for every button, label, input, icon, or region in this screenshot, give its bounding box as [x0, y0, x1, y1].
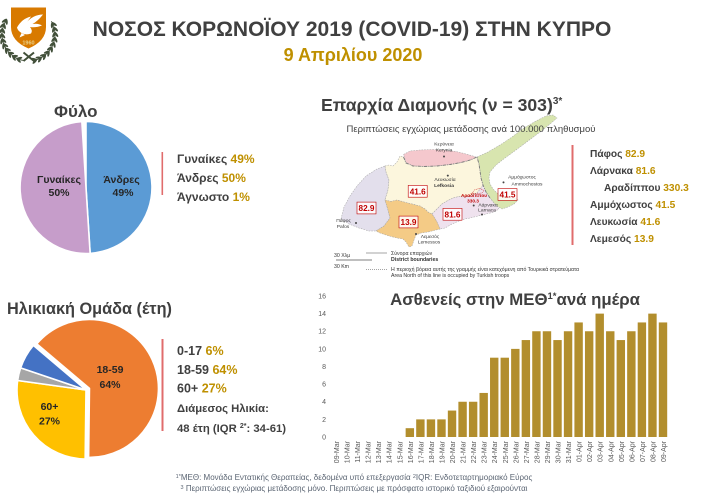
svg-text:Pafos: Pafos [337, 224, 350, 230]
svg-text:08-Apr: 08-Apr [651, 440, 658, 462]
svg-text:30 Χλμ: 30 Χλμ [334, 253, 350, 259]
svg-text:28-Mar: 28-Mar [534, 440, 541, 463]
svg-text:50%: 50% [48, 187, 70, 199]
svg-text:13.9: 13.9 [401, 218, 417, 227]
svg-text:4: 4 [322, 399, 326, 406]
svg-text:Η περιοχή βόρεια αυτής της γρα: Η περιοχή βόρεια αυτής της γραμμής είναι… [391, 266, 579, 273]
svg-text:Λάρνακα: Λάρνακα [478, 202, 498, 209]
svg-text:23-Mar: 23-Mar [482, 440, 489, 463]
svg-text:Πάφος 82.9: Πάφος 82.9 [590, 149, 645, 160]
svg-text:29-Mar: 29-Mar [545, 440, 552, 463]
svg-text:05-Apr: 05-Apr [619, 440, 626, 462]
svg-text:1960: 1960 [22, 41, 34, 47]
svg-text:30 Km: 30 Km [334, 264, 349, 270]
svg-text:11-Mar: 11-Mar [355, 440, 362, 462]
svg-text:0: 0 [322, 434, 326, 441]
svg-text:Lefkosia: Lefkosia [434, 183, 454, 189]
svg-text:Γυναίκες 49%: Γυναίκες 49% [177, 152, 255, 166]
svg-text:9 Απριλίου 2020: 9 Απριλίου 2020 [284, 45, 423, 65]
svg-text:0-17 6%: 0-17 6% [177, 344, 224, 358]
svg-text:09-Mar: 09-Mar [334, 440, 341, 463]
svg-text:06-Apr: 06-Apr [629, 440, 636, 462]
svg-text:16-Mar: 16-Mar [408, 440, 415, 463]
svg-text:Διάμεσος Ηλικία:: Διάμεσος Ηλικία: [177, 403, 269, 415]
svg-text:64%: 64% [99, 379, 121, 391]
svg-text:Άγνωστο 1%: Άγνωστο 1% [177, 190, 250, 204]
svg-text:03-Apr: 03-Apr [598, 440, 605, 462]
svg-text:41.5: 41.5 [500, 191, 516, 200]
svg-text:17-Mar: 17-Mar [418, 440, 425, 463]
svg-text:District boundaries: District boundaries [391, 257, 438, 263]
svg-text:Αραδίππου 330.3: Αραδίππου 330.3 [604, 183, 689, 194]
svg-text:330.3: 330.3 [467, 199, 479, 204]
svg-text:Larnaca: Larnaca [478, 208, 496, 214]
svg-text:09-Apr: 09-Apr [661, 440, 668, 462]
svg-text:Λεμεσός: Λεμεσός [421, 233, 440, 240]
svg-text:3 Περιπτώσεις εγχώριας μετάδοσ: 3 Περιπτώσεις εγχώριας μετάδοσης μόνο. Π… [181, 484, 528, 493]
svg-text:Αραδίππου: Αραδίππου [461, 193, 487, 198]
svg-text:04-Apr: 04-Apr [608, 440, 615, 462]
svg-text:Φύλο: Φύλο [54, 102, 97, 121]
svg-text:41.6: 41.6 [410, 187, 426, 196]
svg-text:Λευκωσία: Λευκωσία [434, 177, 455, 183]
svg-text:20-Mar: 20-Mar [450, 440, 457, 463]
svg-text:16: 16 [318, 293, 326, 300]
svg-text:01-Apr: 01-Apr [577, 440, 584, 462]
svg-text:ΝΟΣΟΣ ΚΟΡΩΝΟΪΟΥ 2019 (COVID-19: ΝΟΣΟΣ ΚΟΡΩΝΟΪΟΥ 2019 (COVID-19) ΣΤΗΝ ΚΥΠ… [93, 18, 612, 41]
svg-text:22-Mar: 22-Mar [471, 440, 478, 463]
svg-text:18-59: 18-59 [97, 364, 124, 376]
svg-text:10-Mar: 10-Mar [345, 440, 352, 463]
svg-text:15-Mar: 15-Mar [397, 440, 404, 463]
svg-text:Άνδρες 50%: Άνδρες 50% [177, 171, 246, 185]
svg-text:27-Mar: 27-Mar [524, 440, 531, 463]
svg-text:14: 14 [318, 311, 326, 318]
svg-text:Άνδρες: Άνδρες [103, 174, 140, 186]
svg-text:27%: 27% [39, 416, 61, 428]
svg-text:10: 10 [318, 346, 326, 353]
svg-text:49%: 49% [112, 187, 134, 199]
svg-text:8: 8 [322, 364, 326, 371]
svg-text:Γυναίκες: Γυναίκες [37, 174, 81, 186]
svg-text:6: 6 [322, 382, 326, 389]
svg-text:19-Mar: 19-Mar [440, 440, 447, 463]
svg-text:30-Mar: 30-Mar [556, 440, 563, 463]
svg-text:14-Mar: 14-Mar [387, 440, 394, 463]
svg-text:24-Mar: 24-Mar [492, 440, 499, 463]
svg-text:Ammochostos: Ammochostos [512, 182, 544, 188]
svg-text:Πάφος: Πάφος [336, 217, 351, 224]
svg-text:25-Mar: 25-Mar [503, 440, 510, 463]
svg-text:13-Mar: 13-Mar [376, 440, 383, 463]
svg-text:21-Mar: 21-Mar [461, 440, 468, 463]
svg-text:1*ΜΕΘ: Μονάδα Εντατικής Θεραπε: 1*ΜΕΘ: Μονάδα Εντατικής Θεραπείας, δεδομ… [176, 473, 533, 482]
svg-text:2: 2 [322, 417, 326, 424]
svg-text:Λευκωσία 41.6: Λευκωσία 41.6 [590, 217, 661, 228]
svg-text:18-Mar: 18-Mar [429, 440, 436, 463]
svg-text:18-59 64%: 18-59 64% [177, 363, 237, 377]
svg-text:Επαρχία Διαμονής (ν = 303)3*: Επαρχία Διαμονής (ν = 303)3* [321, 95, 562, 115]
svg-text:Area North of this line is occ: Area North of this line is occupied by T… [391, 273, 510, 279]
svg-text:Σύνορα επαρχιών: Σύνορα επαρχιών [391, 251, 433, 257]
svg-text:Αμμόχωστος 41.5: Αμμόχωστος 41.5 [590, 200, 676, 211]
svg-text:Κερύνεια: Κερύνεια [434, 141, 454, 148]
svg-text:12: 12 [318, 329, 326, 336]
svg-text:82.9: 82.9 [359, 204, 375, 213]
svg-text:07-Apr: 07-Apr [640, 440, 647, 462]
svg-text:81.6: 81.6 [445, 210, 461, 219]
svg-text:Λεμεσός 13.9: Λεμεσός 13.9 [590, 234, 654, 245]
svg-text:31-Mar: 31-Mar [566, 440, 573, 463]
svg-text:48 έτη (IQR 2*: 34-61): 48 έτη (IQR 2*: 34-61) [177, 423, 286, 435]
svg-text:Ασθενείς στην ΜΕΘ1*ανά ημέρα: Ασθενείς στην ΜΕΘ1*ανά ημέρα [390, 290, 641, 309]
svg-text:60+: 60+ [41, 401, 59, 413]
svg-text:12-Mar: 12-Mar [366, 440, 373, 463]
svg-text:26-Mar: 26-Mar [513, 440, 520, 463]
svg-text:02-Apr: 02-Apr [587, 440, 594, 462]
svg-text:60+ 27%: 60+ 27% [177, 382, 227, 396]
svg-text:Lemessos: Lemessos [418, 240, 441, 246]
svg-text:Λάρνακα 81.6: Λάρνακα 81.6 [590, 166, 656, 177]
svg-text:Kerynia: Kerynia [436, 148, 453, 154]
svg-text:Αμμόχωστος: Αμμόχωστος [508, 174, 536, 181]
svg-text:Περιπτώσεις εγχώριας μετάδοσης: Περιπτώσεις εγχώριας μετάδοσης ανά 100.0… [347, 124, 596, 135]
svg-text:Ηλικιακή Ομάδα (έτη): Ηλικιακή Ομάδα (έτη) [7, 300, 172, 318]
